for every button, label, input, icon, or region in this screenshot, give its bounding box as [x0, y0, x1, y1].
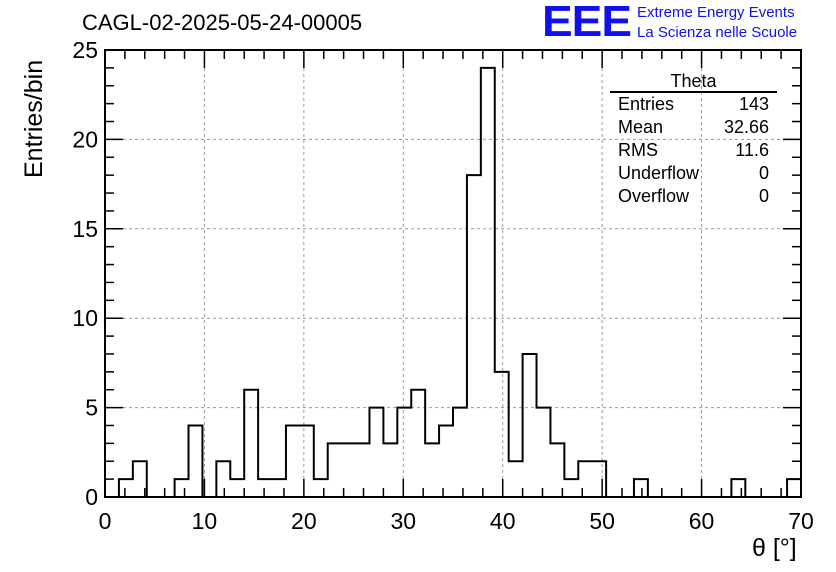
x-axis-label: θ [°] — [752, 534, 797, 562]
stats-value: 11.6 — [735, 140, 769, 160]
x-tick-label: 40 — [490, 508, 516, 534]
x-tick-labels: 0 10 20 30 40 50 60 70 — [99, 508, 814, 534]
stats-row-mean: Mean 32.66 — [610, 116, 777, 139]
stats-label: RMS — [618, 140, 658, 160]
y-tick-label: 5 — [85, 395, 98, 421]
x-tick-label: 10 — [192, 508, 218, 534]
stats-row-rms: RMS 11.6 — [610, 139, 777, 162]
y-tick-label: 10 — [72, 305, 98, 331]
logo-line-2: La Scienza nelle Scuole — [637, 24, 798, 41]
x-tick-label: 30 — [390, 508, 416, 534]
logo-line-1: Extreme Energy Events — [637, 4, 795, 21]
plot-frame — [104, 49, 802, 498]
stats-row-overflow: Overflow 0 — [610, 185, 777, 208]
y-tick-labels: 0 5 10 15 20 25 — [72, 37, 98, 510]
stats-title: Theta — [610, 71, 777, 93]
x-tick-label: 50 — [589, 508, 615, 534]
chart-title: CAGL-02-2025-05-24-00005 — [82, 10, 363, 35]
x-tick-label: 60 — [689, 508, 715, 534]
y-tick-label: 20 — [72, 126, 98, 152]
stats-label: Entries — [618, 94, 675, 114]
x-tick-label: 0 — [99, 508, 112, 534]
stats-value: 143 — [738, 94, 769, 114]
x-tick-label: 70 — [788, 508, 814, 534]
stats-row-entries: Entries 143 — [610, 93, 777, 116]
y-tick-label: 15 — [72, 216, 98, 242]
stats-box: Theta Entries 143 Mean 32.66 RMS 11.6 Un… — [610, 71, 777, 208]
stats-label: Overflow — [618, 186, 690, 206]
eee-logo: EEE — [542, 0, 632, 46]
y-tick-label: 25 — [72, 37, 98, 63]
stats-value: 32.66 — [723, 117, 769, 137]
stats-value: 0 — [758, 186, 769, 206]
stats-label: Underflow — [618, 163, 700, 183]
x-tick-label: 20 — [291, 508, 317, 534]
stats-row-underflow: Underflow 0 — [610, 162, 777, 185]
stats-label: Mean — [618, 117, 664, 137]
y-tick-label: 0 — [85, 484, 98, 510]
stats-value: 0 — [758, 163, 769, 183]
y-axis-label: Entries/bin — [20, 59, 48, 178]
